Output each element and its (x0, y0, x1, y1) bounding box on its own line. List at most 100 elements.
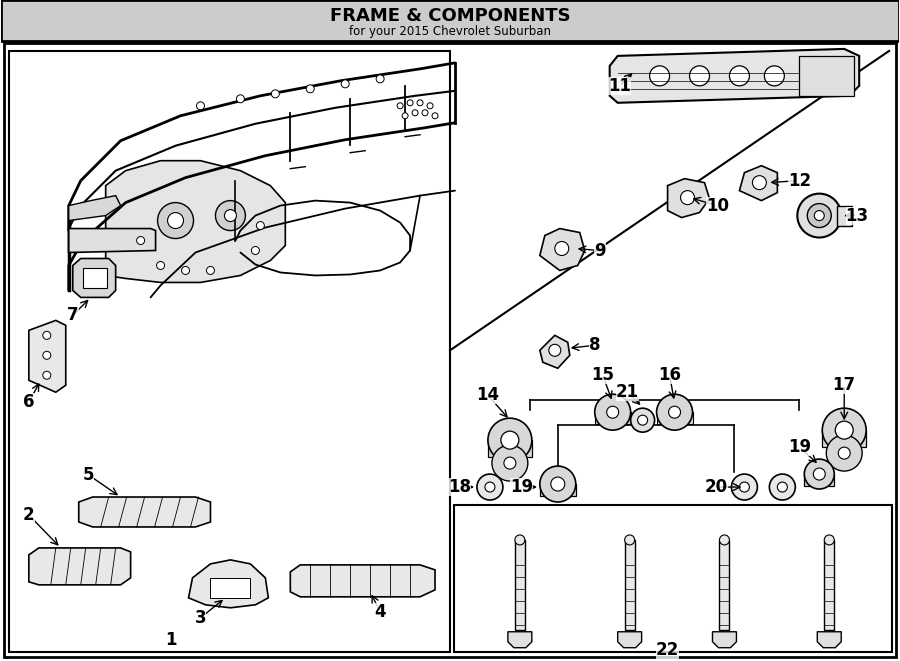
Circle shape (729, 66, 750, 86)
Circle shape (256, 221, 265, 229)
Bar (1, 0, 899, 41)
Polygon shape (713, 632, 736, 648)
Polygon shape (68, 196, 121, 221)
Text: 20: 20 (705, 478, 728, 496)
Text: 7: 7 (67, 307, 78, 325)
Text: 11: 11 (608, 77, 631, 95)
Circle shape (407, 100, 413, 106)
Circle shape (778, 482, 788, 492)
Circle shape (637, 415, 648, 425)
Polygon shape (188, 560, 268, 608)
Bar (9, 51, 450, 652)
Bar (837, 206, 852, 225)
Text: 12: 12 (788, 172, 811, 190)
Circle shape (427, 103, 433, 109)
Circle shape (182, 266, 190, 274)
Circle shape (669, 407, 680, 418)
Bar (540, 484, 576, 496)
Polygon shape (29, 321, 66, 392)
Circle shape (797, 194, 842, 237)
Polygon shape (291, 565, 435, 597)
Bar (83, 268, 107, 288)
Text: 3: 3 (194, 609, 206, 627)
Circle shape (224, 210, 237, 221)
Circle shape (251, 247, 259, 254)
Bar (799, 56, 854, 96)
Circle shape (504, 457, 516, 469)
Circle shape (657, 394, 692, 430)
Circle shape (625, 535, 634, 545)
Circle shape (740, 482, 750, 492)
Bar (625, 540, 634, 630)
Circle shape (752, 176, 767, 190)
Circle shape (417, 100, 423, 106)
Circle shape (272, 90, 279, 98)
Text: 21: 21 (616, 383, 639, 401)
Circle shape (631, 408, 654, 432)
Circle shape (412, 110, 418, 116)
Bar (488, 440, 532, 457)
Text: 6: 6 (23, 393, 34, 411)
Circle shape (824, 535, 834, 545)
Circle shape (158, 203, 194, 239)
Circle shape (501, 431, 519, 449)
Circle shape (215, 200, 246, 231)
Circle shape (554, 241, 569, 256)
Polygon shape (817, 632, 842, 648)
Circle shape (650, 66, 670, 86)
Circle shape (814, 211, 824, 221)
Circle shape (422, 110, 428, 116)
Text: 5: 5 (83, 466, 94, 484)
Circle shape (549, 344, 561, 356)
Circle shape (402, 113, 408, 119)
Bar (823, 430, 866, 447)
Bar (805, 474, 834, 486)
Text: 16: 16 (658, 366, 681, 384)
Bar (515, 540, 525, 630)
Polygon shape (540, 335, 570, 368)
Text: 17: 17 (832, 376, 856, 394)
Polygon shape (540, 229, 585, 270)
Text: 22: 22 (656, 641, 680, 659)
Circle shape (196, 102, 204, 110)
Circle shape (492, 445, 527, 481)
Circle shape (43, 351, 50, 360)
Polygon shape (73, 258, 116, 297)
Circle shape (807, 204, 832, 227)
Circle shape (485, 482, 495, 492)
Bar (824, 540, 834, 630)
Polygon shape (78, 497, 211, 527)
Polygon shape (105, 161, 285, 282)
Circle shape (397, 103, 403, 109)
Circle shape (477, 474, 503, 500)
Circle shape (595, 394, 631, 430)
Circle shape (515, 535, 525, 545)
Circle shape (551, 477, 565, 491)
Text: 19: 19 (788, 438, 811, 456)
Circle shape (157, 262, 165, 270)
Text: 13: 13 (846, 207, 868, 225)
Text: 18: 18 (448, 478, 472, 496)
Polygon shape (617, 632, 642, 648)
Polygon shape (68, 229, 156, 253)
Text: 1: 1 (165, 631, 176, 648)
Circle shape (823, 408, 866, 452)
Text: 9: 9 (594, 241, 606, 260)
Bar (454, 505, 892, 652)
Circle shape (540, 466, 576, 502)
Circle shape (237, 95, 245, 103)
Circle shape (206, 266, 214, 274)
Polygon shape (508, 632, 532, 648)
Bar (595, 412, 631, 424)
Circle shape (167, 213, 184, 229)
Bar (657, 412, 692, 424)
Circle shape (835, 421, 853, 439)
Circle shape (826, 435, 862, 471)
Polygon shape (29, 548, 130, 585)
Circle shape (432, 113, 438, 119)
Bar (719, 540, 729, 630)
Text: 15: 15 (591, 366, 614, 384)
Circle shape (770, 474, 796, 500)
Circle shape (607, 407, 618, 418)
Circle shape (719, 535, 729, 545)
